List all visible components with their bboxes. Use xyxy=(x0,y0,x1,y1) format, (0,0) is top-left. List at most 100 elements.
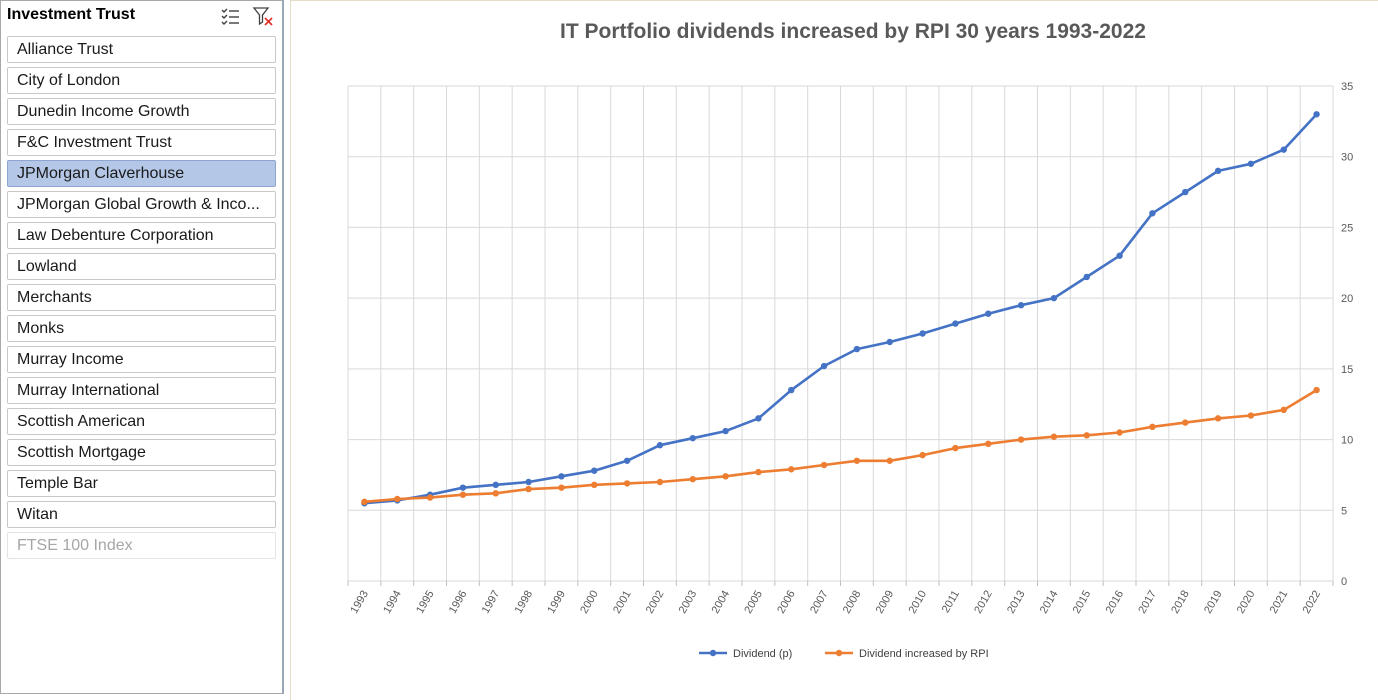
slicer-item[interactable]: FTSE 100 Index xyxy=(7,532,276,559)
slicer-item[interactable]: Dunedin Income Growth xyxy=(7,98,276,125)
slicer-header: Investment Trust xyxy=(1,1,282,31)
data-point xyxy=(1116,252,1123,259)
x-tick-label: 1999 xyxy=(545,589,568,616)
data-point xyxy=(591,481,598,489)
data-point xyxy=(394,495,401,503)
data-point xyxy=(1050,294,1058,302)
data-point xyxy=(952,320,959,327)
slicer-item[interactable]: Murray Income xyxy=(7,346,276,373)
data-point xyxy=(788,466,795,473)
data-point xyxy=(886,338,893,346)
slicer-item-list: Alliance Trust City of London Dunedin Inco… xyxy=(7,36,276,563)
slicer-item[interactable]: JPMorgan Claverhouse xyxy=(7,160,276,187)
legend-swatch-marker xyxy=(835,649,843,657)
data-point xyxy=(656,442,664,449)
slicer-item[interactable]: Witan xyxy=(7,501,276,528)
slicer-item[interactable]: Murray International xyxy=(7,377,276,404)
y-tick-label: 10 xyxy=(1341,435,1353,447)
x-tick-label: 2010 xyxy=(907,589,930,616)
grid-lines xyxy=(347,85,1334,586)
x-tick-label: 2007 xyxy=(808,589,831,616)
data-point xyxy=(361,498,368,505)
data-point xyxy=(1313,111,1320,118)
x-tick-label: 2002 xyxy=(644,589,667,616)
data-point xyxy=(591,467,598,474)
x-tick-label: 1994 xyxy=(381,589,404,616)
data-point xyxy=(623,457,631,464)
legend: Dividend (p) Dividend increased by RPI xyxy=(699,648,989,660)
series-line-2 xyxy=(364,388,1318,504)
data-point xyxy=(722,473,729,480)
data-point xyxy=(919,330,926,337)
series-line-1 xyxy=(364,113,1318,505)
axis-labels: 0 5 10 15 20 25 30 35 1993 1994 1995 1996 1997 1998 19… xyxy=(348,81,1353,616)
data-point xyxy=(1313,386,1320,394)
data-point xyxy=(722,427,729,435)
x-tick-label: 2016 xyxy=(1104,589,1127,616)
x-tick-label: 2021 xyxy=(1268,589,1291,616)
slicer-item[interactable]: Scottish American xyxy=(7,408,276,435)
data-point xyxy=(985,440,992,448)
slicer-item[interactable]: Lowland xyxy=(7,253,276,280)
slicer-item[interactable]: Law Debenture Corporation xyxy=(7,222,276,249)
data-point xyxy=(1182,419,1189,426)
data-point xyxy=(788,386,795,394)
data-point xyxy=(820,461,828,469)
slicer-item[interactable]: Merchants xyxy=(7,284,276,311)
x-tick-label: 2018 xyxy=(1169,589,1192,616)
legend-label: Dividend (p) xyxy=(733,648,792,660)
legend-swatch-marker xyxy=(709,649,717,657)
data-point xyxy=(1247,160,1255,167)
data-point xyxy=(1116,429,1123,436)
data-point xyxy=(1017,436,1025,443)
y-tick-label: 15 xyxy=(1341,364,1353,376)
x-tick-label: 2014 xyxy=(1038,589,1061,616)
slicer-item[interactable]: F&C Investment Trust xyxy=(7,129,276,156)
data-point xyxy=(525,485,532,493)
slicer-item[interactable]: Alliance Trust xyxy=(7,36,276,63)
data-point xyxy=(755,415,762,422)
data-point xyxy=(853,457,861,464)
x-tick-label: 2020 xyxy=(1235,589,1258,616)
x-tick-label: 2022 xyxy=(1301,589,1324,616)
slicer-item[interactable]: Monks xyxy=(7,315,276,342)
data-point xyxy=(952,444,959,452)
y-tick-label: 25 xyxy=(1341,222,1353,234)
data-point xyxy=(623,480,631,487)
x-tick-label: 2000 xyxy=(578,589,601,616)
data-point xyxy=(689,434,696,442)
data-point xyxy=(426,494,434,501)
data-point xyxy=(755,468,762,476)
slicer-item[interactable]: Scottish Mortgage xyxy=(7,439,276,466)
data-point xyxy=(1214,167,1222,175)
y-tick-label: 30 xyxy=(1341,152,1353,164)
data-point xyxy=(525,478,532,486)
x-tick-label: 2008 xyxy=(841,589,864,616)
data-point xyxy=(492,490,499,497)
x-tick-label: 1998 xyxy=(513,589,536,616)
slicer-item[interactable]: Temple Bar xyxy=(7,470,276,497)
data-point xyxy=(820,362,828,370)
data-point xyxy=(1214,415,1222,422)
data-point xyxy=(492,481,499,489)
data-point xyxy=(1280,406,1287,414)
data-point xyxy=(1050,433,1058,440)
clear-filter-icon[interactable] xyxy=(252,5,274,27)
y-tick-label: 20 xyxy=(1341,293,1353,305)
y-tick-label: 0 xyxy=(1341,576,1347,588)
data-point xyxy=(1149,210,1156,217)
slicer-item[interactable]: JPMorgan Global Growth & Inco... xyxy=(7,191,276,218)
line-chart: IT Portfolio dividends increased by RPI … xyxy=(347,20,1353,660)
x-tick-label: 1997 xyxy=(480,589,503,616)
data-point xyxy=(558,484,565,491)
x-tick-label: 2001 xyxy=(611,589,634,616)
series-layer xyxy=(361,111,1320,507)
x-tick-label: 1996 xyxy=(447,589,470,616)
x-tick-label: 2017 xyxy=(1136,589,1159,616)
data-point xyxy=(853,345,861,353)
data-point xyxy=(919,451,926,459)
multi-select-icon[interactable] xyxy=(219,5,241,27)
slicer-item[interactable]: City of London xyxy=(7,67,276,94)
data-point xyxy=(886,457,893,464)
legend-label: Dividend increased by RPI xyxy=(859,648,989,660)
